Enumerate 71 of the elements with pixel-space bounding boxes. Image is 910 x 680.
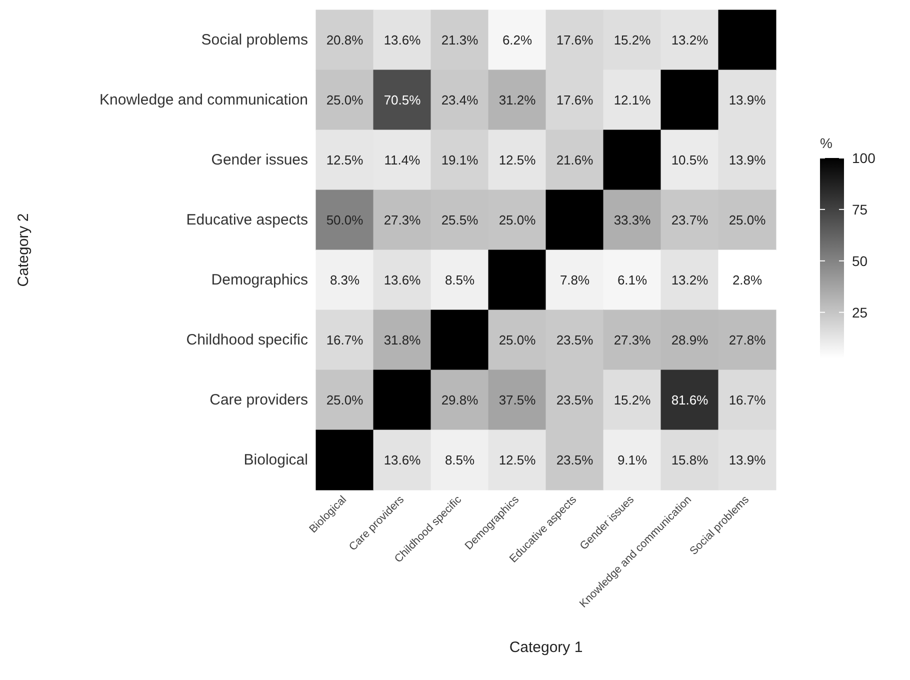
x-axis-title: Category 1 [509, 639, 583, 656]
y-tick-label: Childhood specific [186, 332, 308, 348]
data-label: 15.2% [614, 32, 652, 48]
y-tick-label: Social problems [201, 32, 308, 48]
y-tick-label: Educative aspects [186, 212, 308, 228]
data-label: 8.3% [330, 272, 360, 288]
data-label: 12.5% [498, 452, 536, 468]
data-label: 27.3% [614, 332, 652, 348]
data-label: 13.2% [671, 32, 709, 48]
data-label: 29.8% [441, 392, 479, 408]
data-label: 7.8% [560, 272, 590, 288]
y-tick-label: Gender issues [211, 152, 308, 168]
y-tick-label: Knowledge and communication [100, 92, 308, 108]
data-label: 37.5% [498, 392, 536, 408]
y-tick-label: Care providers [210, 392, 308, 408]
data-label: 21.3% [441, 32, 479, 48]
data-label: 19.1% [441, 152, 479, 168]
data-label: 6.1% [617, 272, 648, 288]
data-label: 23.4% [441, 92, 479, 108]
data-label: 8.5% [444, 272, 475, 288]
data-label: 17.6% [556, 92, 594, 108]
data-label: 13.6% [384, 32, 422, 48]
data-label: 23.5% [556, 452, 594, 468]
data-label: 16.7% [326, 332, 364, 348]
data-label: 23.5% [556, 332, 594, 348]
data-label: 17.6% [556, 32, 594, 48]
data-label: 13.9% [728, 452, 766, 468]
data-label: 12.5% [326, 152, 364, 168]
data-label: 50.0% [326, 212, 364, 228]
y-tick-label: Biological [244, 452, 308, 468]
data-label: 31.8% [384, 332, 422, 348]
data-label: 10.5% [671, 152, 709, 168]
data-label: 23.7% [671, 212, 709, 228]
data-label: 31.2% [498, 92, 536, 108]
data-label: 27.3% [384, 212, 422, 228]
data-label: 25.0% [498, 212, 536, 228]
data-label: 12.5% [498, 152, 536, 168]
data-label: 21.6% [556, 152, 594, 168]
color-bar-label: 50 [852, 252, 868, 269]
color-bar-label: 75 [852, 201, 868, 218]
data-label: 13.2% [671, 272, 709, 288]
color-bar-label: 25 [852, 304, 868, 320]
data-label: 16.7% [728, 392, 766, 408]
data-label: 9.1% [617, 452, 648, 468]
data-label: 6.2% [502, 32, 532, 48]
data-label: 13.6% [384, 452, 422, 468]
data-label: 2.8% [732, 272, 762, 288]
data-label: 27.8% [728, 332, 766, 348]
color-bar-label: 100 [852, 150, 876, 166]
data-label: 13.6% [384, 272, 422, 288]
data-label: 20.8% [326, 32, 364, 48]
y-tick-label: Demographics [211, 272, 308, 288]
data-label: 15.2% [614, 392, 652, 408]
data-label: 25.0% [498, 332, 536, 348]
data-label: 23.5% [556, 392, 594, 408]
data-label: 8.5% [444, 452, 475, 468]
data-label: 81.6% [671, 392, 709, 408]
data-label: 13.9% [728, 92, 766, 108]
y-axis-title: Category 2 [15, 213, 32, 287]
data-label: 11.4% [384, 152, 421, 168]
data-label: 33.3% [614, 212, 652, 228]
color-bar-title: % [820, 135, 832, 151]
data-label: 25.5% [441, 212, 479, 228]
data-label: 25.0% [326, 92, 364, 108]
data-label: 13.9% [728, 152, 766, 168]
data-label: 25.0% [326, 392, 364, 408]
data-label: 70.5% [384, 92, 422, 108]
data-label: 15.8% [671, 452, 709, 468]
data-label: 28.9% [671, 332, 709, 348]
data-label: 12.1% [614, 92, 652, 108]
data-label: 25.0% [728, 212, 766, 228]
